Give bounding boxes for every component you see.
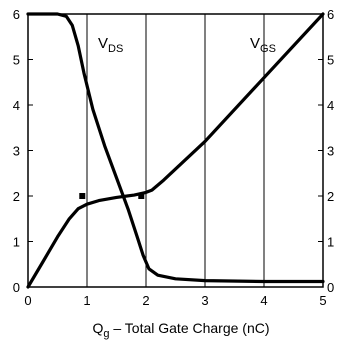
x-tick-label-1: 1 (83, 293, 90, 308)
series-label-vds-main: V (98, 35, 108, 52)
tick-marks (27, 13, 324, 288)
series-label-vgs: VGS (250, 35, 276, 55)
y-left-tick-label-6: 6 (13, 7, 20, 22)
x-tick-labels: 0 1 2 3 4 5 (24, 293, 326, 308)
series-label-vgs-sub: GS (260, 43, 276, 55)
x-tick-label-3: 3 (201, 293, 208, 308)
y-left-tick-label-5: 5 (13, 53, 20, 68)
y-right-tick-label-1: 1 (327, 235, 334, 250)
x-tick-label-2: 2 (142, 293, 149, 308)
vertical-gridlines (86, 14, 265, 287)
plateau-marker-1 (138, 193, 145, 199)
y-left-tick-label-2: 2 (13, 189, 20, 204)
y-right-tick-label-0: 0 (327, 280, 334, 295)
y-right-tick-label-3: 3 (327, 144, 334, 159)
x-axis-title-sub: g (103, 328, 109, 340)
x-axis-title-rest: – Total Gate Charge (nC) (109, 320, 269, 336)
y-left-tick-label-0: 0 (13, 280, 20, 295)
x-tick-label-0: 0 (24, 293, 31, 308)
x-tick-label-4: 4 (260, 293, 267, 308)
y-right-tick-label-4: 4 (327, 98, 334, 113)
y-left-tick-label-3: 3 (13, 144, 20, 159)
series-line-vds (26, 12, 325, 284)
y-right-tick-labels: 0 1 2 3 4 5 6 (327, 7, 334, 295)
plateau-marker-0 (79, 193, 86, 199)
series-line-vgs (26, 12, 325, 289)
y-right-tick-label-5: 5 (327, 53, 334, 68)
y-left-tick-label-1: 1 (13, 235, 20, 250)
series-label-vds-sub: DS (108, 43, 123, 55)
series-label-vds: VDS (98, 35, 123, 55)
x-tick-label-5: 5 (319, 293, 326, 308)
x-axis-title-main: Q (92, 320, 103, 336)
y-left-tick-label-4: 4 (13, 98, 20, 113)
series-lines (26, 12, 325, 289)
series-label-vgs-main: V (250, 35, 260, 52)
plateau-markers (79, 193, 145, 199)
y-right-tick-label-2: 2 (327, 189, 334, 204)
x-axis-title: Qg – Total Gate Charge (nC) (92, 320, 269, 340)
y-right-tick-label-6: 6 (327, 7, 334, 22)
y-left-tick-labels: 0 1 2 3 4 5 6 (13, 7, 20, 295)
plot-frame (27, 13, 324, 288)
